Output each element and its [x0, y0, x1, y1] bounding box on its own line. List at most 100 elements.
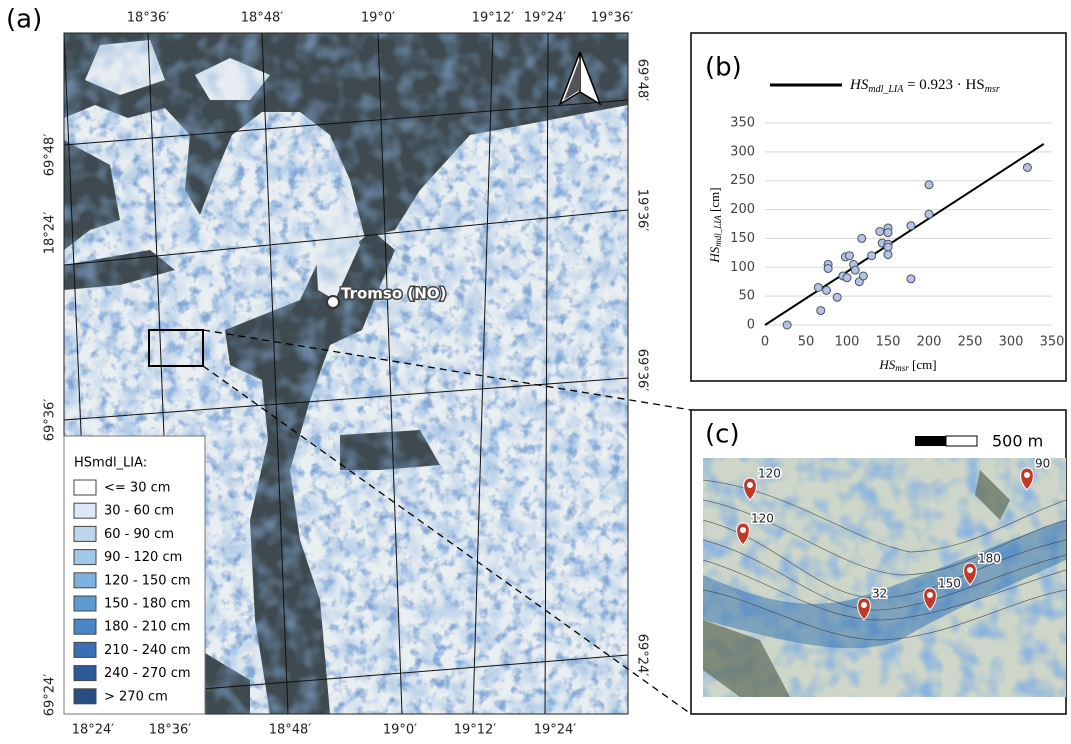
legend-swatch — [74, 573, 96, 588]
x-tick-label: 350 — [1040, 335, 1065, 350]
pin-label: 120 — [758, 467, 781, 481]
point — [876, 228, 884, 236]
point — [907, 222, 915, 230]
point — [843, 274, 851, 282]
y-tick-label: 350 — [730, 116, 755, 131]
pin-label: 150 — [938, 577, 961, 591]
pin-dot — [927, 592, 933, 598]
pin-label: 120 — [751, 512, 774, 526]
right-coordinate: 69°36′ — [635, 349, 650, 392]
point — [845, 252, 853, 260]
point — [858, 234, 866, 242]
point — [884, 243, 892, 251]
right-coordinate: 19°36′ — [635, 189, 650, 232]
legend-swatch — [74, 526, 96, 541]
top-coordinate: 19°36′ — [591, 11, 634, 26]
pin-label: 90 — [1035, 457, 1050, 471]
point — [907, 275, 915, 283]
x-tick-label: 150 — [876, 335, 901, 350]
left-coordinate: 69°24′ — [43, 674, 58, 717]
x-tick-label: 0 — [761, 335, 769, 350]
legend-label: 30 - 60 cm — [104, 504, 174, 519]
bottom-coordinate: 18°24′ — [72, 723, 115, 738]
legend-swatch — [74, 480, 96, 495]
legend-label: 120 - 150 cm — [104, 573, 191, 588]
x-tick-label: 300 — [999, 335, 1024, 350]
point — [823, 286, 831, 294]
pin-dot — [861, 602, 867, 608]
point — [884, 229, 892, 237]
legend-label: <= 30 cm — [104, 481, 170, 496]
legend-label: 60 - 90 cm — [104, 527, 174, 542]
legend-label: 150 - 180 cm — [104, 597, 191, 612]
legend-swatch — [74, 666, 96, 681]
y-tick-label: 200 — [730, 202, 755, 217]
legend-label: 210 - 240 cm — [104, 643, 191, 658]
bottom-coordinate: 18°36′ — [149, 723, 192, 738]
right-coordinate: 69°24′ — [635, 634, 650, 677]
bottom-coordinate: 19°24′ — [534, 723, 577, 738]
left-coordinate: 69°36′ — [43, 399, 58, 442]
top-coordinate: 19°0′ — [361, 11, 395, 26]
legend-swatch — [74, 596, 96, 611]
pin-dot — [747, 482, 753, 488]
point — [851, 266, 859, 274]
panel-label: (a) — [6, 5, 42, 35]
point — [814, 283, 822, 291]
pin-dot — [967, 567, 973, 573]
legend-label: > 270 cm — [104, 689, 168, 704]
legend-swatch — [74, 689, 96, 704]
y-tick-label: 50 — [738, 289, 755, 304]
scale-bar — [946, 436, 977, 446]
legend-label: 90 - 120 cm — [104, 550, 182, 565]
top-coordinate: 18°36′ — [127, 11, 170, 26]
legend-label: 180 - 210 cm — [104, 620, 191, 635]
legend-swatch — [74, 619, 96, 634]
x-tick-label: 100 — [835, 335, 860, 350]
top-coordinate: 19°12′ — [472, 11, 515, 26]
top-coordinate: 19°24′ — [524, 11, 567, 26]
scale-bar — [915, 436, 946, 446]
panel-label: (b) — [705, 53, 742, 83]
x-tick-label: 200 — [917, 335, 942, 350]
point — [859, 272, 867, 280]
legend-swatch — [74, 550, 96, 565]
y-tick-label: 0 — [747, 318, 755, 333]
city-label: Tromso (NO) — [341, 285, 446, 303]
left-coordinate: 69°48′ — [43, 134, 58, 177]
point — [817, 307, 825, 315]
point — [783, 321, 791, 329]
pin-dot — [740, 527, 746, 533]
pin-label: 180 — [978, 552, 1001, 566]
figure: Tromso (NO) (a) HSmdl_LIA: <= 30 cm 30 - … — [0, 0, 1071, 740]
y-tick-label: 300 — [730, 144, 755, 159]
x-tick-label: 250 — [958, 335, 983, 350]
legend-title: HSmdl_LIA: — [74, 456, 147, 471]
city-marker — [327, 296, 339, 308]
point — [925, 181, 933, 189]
point — [1023, 163, 1031, 171]
legend-swatch — [74, 642, 96, 657]
bottom-coordinate: 19°12′ — [454, 723, 497, 738]
legend-swatch — [74, 503, 96, 518]
point — [884, 251, 892, 259]
y-tick-label: 250 — [730, 173, 755, 188]
pin-dot — [1024, 472, 1030, 478]
point — [868, 252, 876, 260]
panel-label: (c) — [705, 420, 740, 450]
left-coordinate: 18°24′ — [43, 212, 58, 255]
pin-label: 32 — [872, 587, 887, 601]
y-tick-label: 100 — [730, 260, 755, 275]
legend-label: 240 - 270 cm — [104, 666, 191, 681]
right-coordinate: 69°48′ — [635, 59, 650, 102]
x-tick-label: 50 — [798, 335, 815, 350]
inset-image — [703, 458, 1066, 697]
bottom-coordinate: 18°48′ — [269, 723, 312, 738]
scale-label: 500 m — [992, 432, 1043, 451]
top-coordinate: 18°48′ — [241, 11, 284, 26]
point — [824, 264, 832, 272]
point — [925, 210, 933, 218]
y-tick-label: 150 — [730, 231, 755, 246]
point — [833, 293, 841, 301]
bottom-coordinate: 19°0′ — [383, 723, 417, 738]
